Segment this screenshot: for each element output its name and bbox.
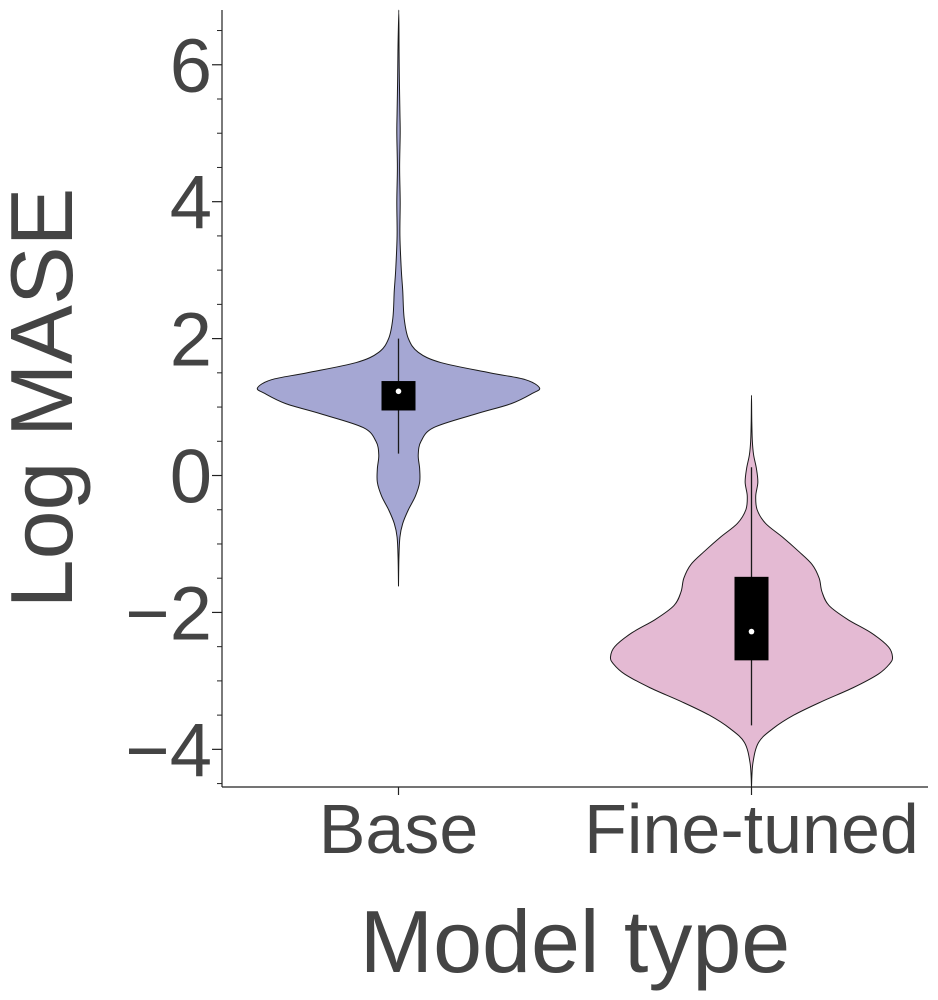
y-tick-label: −4 <box>125 708 212 793</box>
y-tick-label: 2 <box>170 298 212 383</box>
y-tick-label: 4 <box>170 161 212 246</box>
x-tick-label: Fine-tuned <box>584 790 919 868</box>
box-plots <box>381 338 769 726</box>
median-dot-fine-tuned <box>748 628 755 635</box>
iqr-box-fine-tuned <box>734 576 769 661</box>
y-ticks: −4 −2 0 2 4 6 <box>125 24 222 793</box>
iqr-box-base <box>381 381 416 411</box>
y-tick-label: −2 <box>125 571 212 656</box>
violins <box>256 9 894 788</box>
y-tick-label: 6 <box>170 24 212 109</box>
y-tick-label: 0 <box>170 435 212 520</box>
violin-base <box>256 9 541 587</box>
x-axis-title: Model type <box>360 892 790 991</box>
y-axis-title: Log MASE <box>0 188 91 609</box>
x-tick-label: Base <box>319 790 479 868</box>
median-dot-base <box>395 388 402 395</box>
x-ticks: Base Fine-tuned <box>319 787 919 868</box>
